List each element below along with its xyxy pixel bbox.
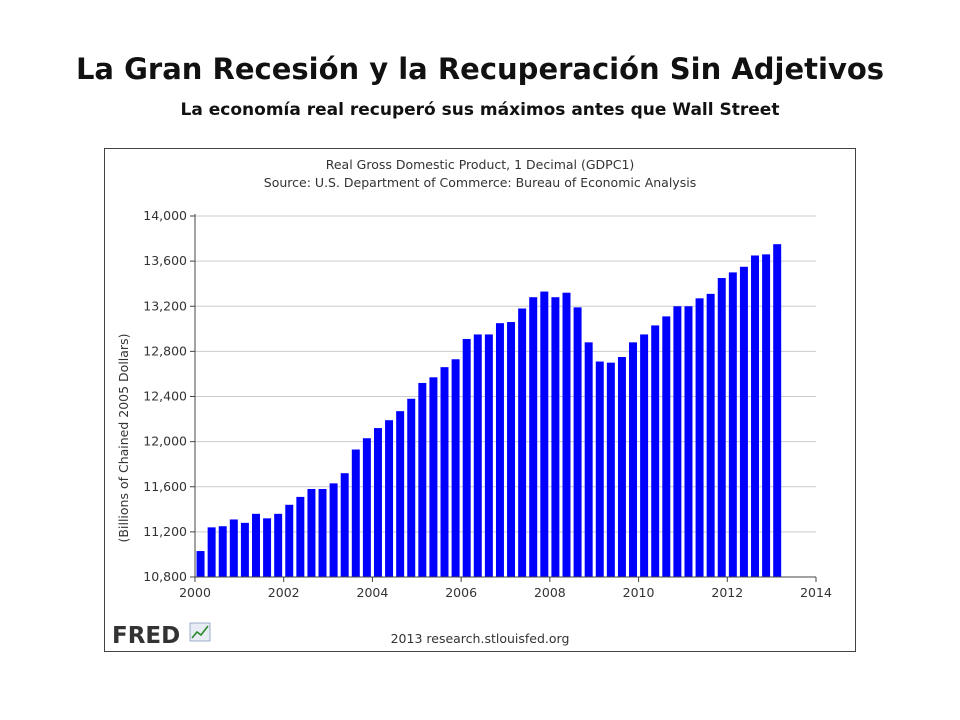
bar-2008-Q1 — [551, 297, 560, 577]
slide-title: La Gran Recesión y la Recuperación Sin A… — [75, 52, 885, 86]
y-tick-label: 14,000 — [143, 208, 187, 223]
bar-2002-Q1 — [285, 504, 294, 577]
slide-subtitle: La economía real recuperó sus máximos an… — [180, 100, 780, 120]
bar-2004-Q4 — [407, 398, 416, 577]
bar-2010-Q4 — [673, 306, 682, 577]
bar-2000-Q1 — [196, 551, 205, 577]
bar-2007-Q1 — [507, 322, 516, 577]
bar-2002-Q2 — [296, 496, 305, 577]
bar-2002-Q3 — [307, 489, 316, 577]
y-tick-label: 13,600 — [143, 253, 187, 268]
x-tick-label: 2010 — [623, 585, 655, 600]
bar-2012-Q1 — [728, 272, 737, 577]
bar-2001-Q1 — [240, 522, 249, 577]
bar-2001-Q3 — [263, 518, 272, 577]
y-tick-label: 11,200 — [143, 524, 187, 539]
bar-2010-Q1 — [640, 334, 649, 577]
x-tick-label: 2002 — [268, 585, 300, 600]
bar-2005-Q4 — [451, 359, 460, 577]
bar-2005-Q1 — [418, 382, 427, 577]
bar-2001-Q4 — [274, 513, 283, 577]
bar-2012-Q2 — [739, 266, 748, 577]
bar-2003-Q2 — [340, 473, 349, 577]
bar-2004-Q1 — [373, 428, 382, 577]
y-tick-label: 12,800 — [143, 343, 187, 358]
bar-2000-Q3 — [218, 526, 227, 577]
fred-logo: FRED — [112, 623, 180, 649]
fred-credit: 2013 research.stlouisfed.org — [391, 631, 570, 646]
fred-chart: Real Gross Domestic Product, 1 Decimal (… — [104, 148, 856, 652]
y-tick-label: 13,200 — [143, 298, 187, 313]
y-tick-label: 11,600 — [143, 479, 187, 494]
bar-2009-Q2 — [606, 362, 615, 577]
bar-2007-Q3 — [529, 297, 538, 577]
bar-2011-Q1 — [684, 306, 693, 577]
x-tick-label: 2014 — [800, 585, 832, 600]
bar-2003-Q4 — [362, 438, 371, 577]
chart-line-icon — [189, 622, 211, 642]
bar-2008-Q3 — [573, 307, 582, 577]
x-tick-label: 2004 — [357, 585, 389, 600]
bar-2012-Q4 — [762, 254, 771, 578]
bar-2010-Q3 — [662, 316, 671, 577]
bar-2007-Q2 — [518, 308, 527, 577]
bar-2006-Q1 — [462, 338, 471, 577]
bar-2000-Q2 — [207, 527, 216, 577]
bar-2009-Q3 — [617, 357, 626, 577]
x-tick-label: 2000 — [179, 585, 211, 600]
bar-2005-Q2 — [429, 377, 438, 577]
bar-2003-Q3 — [351, 449, 360, 577]
y-tick-label: 10,800 — [143, 569, 187, 584]
y-axis-label: (Billions of Chained 2005 Dollars) — [116, 334, 131, 543]
bar-2010-Q2 — [651, 325, 660, 577]
bar-2004-Q2 — [385, 420, 394, 577]
bar-2011-Q4 — [717, 278, 726, 577]
chart-title: Real Gross Domestic Product, 1 Decimal (… — [326, 157, 635, 172]
bar-2006-Q3 — [484, 334, 493, 577]
bar-2000-Q4 — [229, 519, 238, 577]
bar-2002-Q4 — [318, 489, 327, 577]
x-tick-labels: 2000 2002 2004 2006 2008 2010 2012 2014 — [179, 585, 832, 600]
bar-2013-Q1 — [773, 244, 782, 577]
bar-2008-Q2 — [562, 292, 571, 577]
y-tick-labels: 10,800 11,200 11,600 12,000 12,400 12,800 13,2… — [143, 208, 187, 584]
bar-2008-Q4 — [584, 342, 593, 577]
bar-2004-Q3 — [396, 411, 405, 577]
bar-2001-Q2 — [252, 513, 260, 577]
chart-source: Source: U.S. Department of Commerce: Bur… — [264, 175, 696, 190]
bar-2011-Q2 — [695, 298, 704, 577]
bar-2009-Q4 — [629, 342, 638, 577]
y-tick-label: 12,000 — [143, 434, 187, 449]
bar-2011-Q3 — [706, 293, 715, 577]
axes — [190, 214, 817, 582]
bar-2012-Q3 — [751, 255, 759, 577]
bar-2003-Q1 — [329, 483, 338, 577]
x-tick-label: 2008 — [534, 585, 566, 600]
x-tick-label: 2012 — [711, 585, 743, 600]
bar-2006-Q4 — [495, 323, 504, 577]
bars — [196, 244, 782, 578]
chart-svg: Real Gross Domestic Product, 1 Decimal (… — [104, 148, 856, 652]
y-tick-label: 12,400 — [143, 389, 187, 404]
bar-2005-Q3 — [440, 367, 449, 577]
bar-2007-Q4 — [540, 291, 549, 577]
bar-2006-Q2 — [473, 334, 482, 577]
bar-2009-Q1 — [595, 361, 604, 577]
x-tick-label: 2006 — [445, 585, 477, 600]
